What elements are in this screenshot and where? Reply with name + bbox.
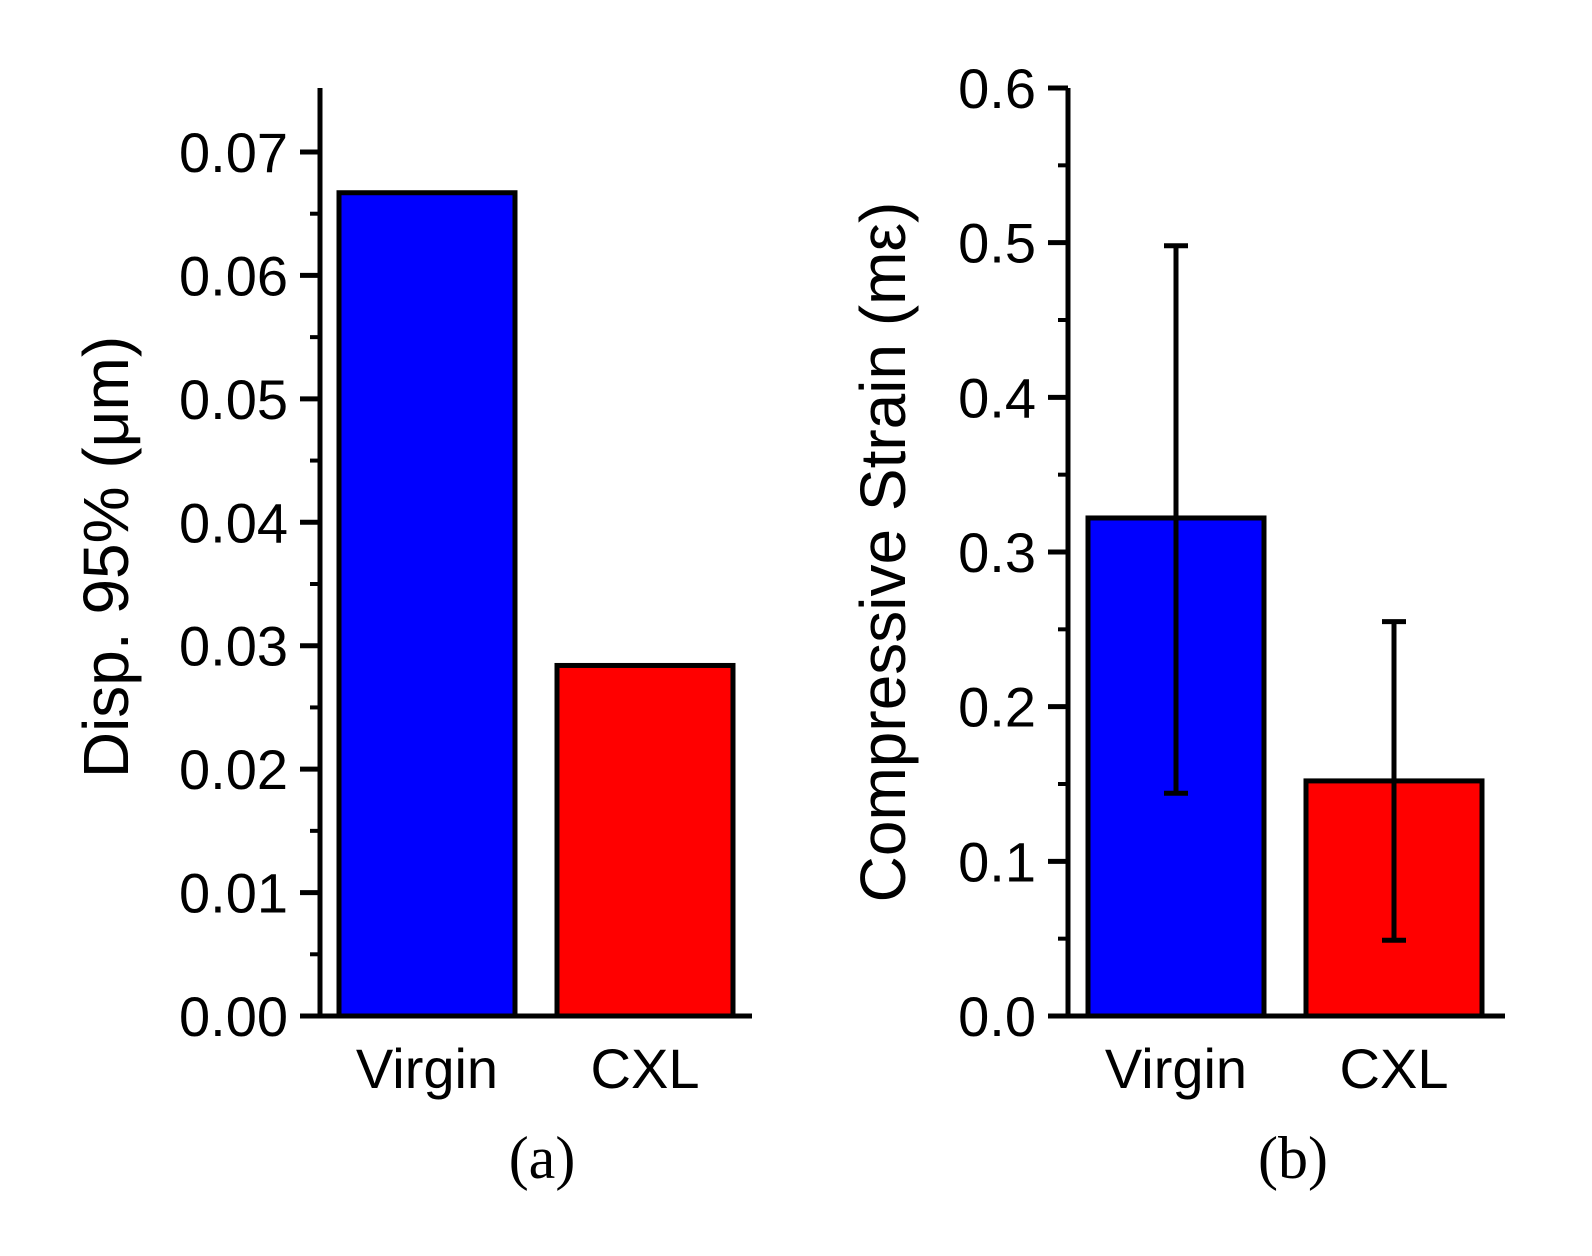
panel-b-y-tick-label: 0.3 (958, 521, 1036, 584)
panel-a-y-tick-label: 0.07 (179, 121, 288, 184)
panel-b-caption: (b) (1258, 1125, 1328, 1191)
panel-a-y-tick-label: 0.00 (179, 985, 288, 1048)
panel-b-chart: Compressive Strain (mε) (b) 0.0 0.1 0.2 0.3… (847, 57, 1505, 1191)
panel-b-error-bar-cxl (1382, 619, 1406, 943)
panel-b-error-bar-virgin (1164, 243, 1188, 796)
panel-b-y-tick-label: 0.5 (958, 212, 1036, 275)
panel-b-y-tick-label: 0.1 (958, 830, 1036, 893)
panel-a-bar-cxl (554, 662, 736, 1019)
panel-a-category-label-virgin: Virgin (356, 1037, 498, 1100)
panel-b-y-tick-label: 0.2 (958, 676, 1036, 739)
panel-a-y-tick-label: 0.02 (179, 738, 288, 801)
panel-b-category-label-virgin: Virgin (1105, 1037, 1247, 1100)
panel-b-y-axis-title: Compressive Strain (mε) (847, 202, 919, 903)
panel-b-y-tick-label: 0.0 (958, 985, 1036, 1048)
panel-a-y-tick-label: 0.01 (179, 862, 288, 925)
panel-a-y-tick-label: 0.04 (179, 491, 288, 554)
panel-b-y-tick-label: 0.4 (958, 366, 1036, 429)
panel-a-chart: Disp. 95% (μm) (a) 0.00 0.01 0.02 0.03 0.04 0… (70, 88, 752, 1191)
panel-a-y-tick-label: 0.03 (179, 615, 288, 678)
panel-a-y-axis-title: Disp. 95% (μm) (70, 336, 142, 778)
panel-a-caption: (a) (509, 1125, 576, 1191)
panel-a-y-tick-label: 0.06 (179, 244, 288, 307)
panel-a-category-label-cxl: CXL (591, 1037, 700, 1100)
panel-a-bar-virgin (336, 190, 518, 1019)
panel-a-y-tick-label: 0.05 (179, 368, 288, 431)
panel-b-y-tick-label: 0.6 (958, 57, 1036, 120)
panel-b-category-label-cxl: CXL (1340, 1037, 1449, 1100)
